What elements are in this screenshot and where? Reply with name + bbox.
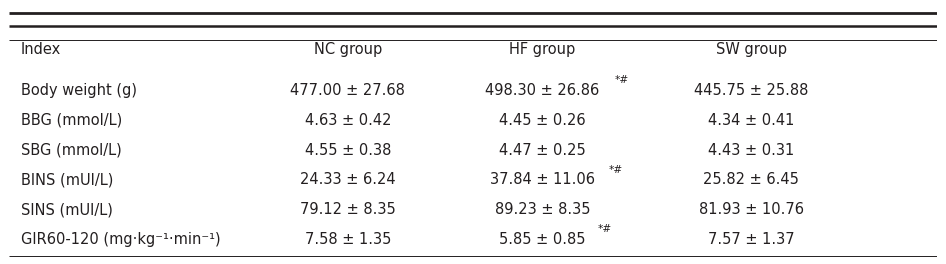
- Text: HF group: HF group: [509, 42, 576, 57]
- Text: GIR60-120 (mg·kg⁻¹·min⁻¹): GIR60-120 (mg·kg⁻¹·min⁻¹): [21, 232, 220, 247]
- Text: 81.93 ± 10.76: 81.93 ± 10.76: [699, 202, 803, 217]
- Text: 4.47 ± 0.25: 4.47 ± 0.25: [499, 143, 586, 158]
- Text: SW group: SW group: [715, 42, 787, 57]
- Text: 4.63 ± 0.42: 4.63 ± 0.42: [305, 113, 391, 128]
- Text: 4.34 ± 0.41: 4.34 ± 0.41: [708, 113, 795, 128]
- Text: 25.82 ± 6.45: 25.82 ± 6.45: [703, 172, 799, 187]
- Text: BINS (mUI/L): BINS (mUI/L): [21, 172, 113, 187]
- Text: SINS (mUI/L): SINS (mUI/L): [21, 202, 113, 217]
- Text: 4.43 ± 0.31: 4.43 ± 0.31: [708, 143, 795, 158]
- Text: 5.85 ± 0.85: 5.85 ± 0.85: [499, 232, 586, 247]
- Text: Index: Index: [21, 42, 61, 57]
- Text: 24.33 ± 6.24: 24.33 ± 6.24: [300, 172, 395, 187]
- Text: *#: *#: [615, 75, 629, 85]
- Text: 498.30 ± 26.86: 498.30 ± 26.86: [485, 83, 600, 98]
- Text: 37.84 ± 11.06: 37.84 ± 11.06: [490, 172, 595, 187]
- Text: 89.23 ± 8.35: 89.23 ± 8.35: [495, 202, 590, 217]
- Text: NC group: NC group: [314, 42, 382, 57]
- Text: 4.55 ± 0.38: 4.55 ± 0.38: [305, 143, 391, 158]
- Text: 7.57 ± 1.37: 7.57 ± 1.37: [708, 232, 795, 247]
- Text: 445.75 ± 25.88: 445.75 ± 25.88: [694, 83, 808, 98]
- Text: *#: *#: [597, 224, 611, 234]
- Text: 79.12 ± 8.35: 79.12 ± 8.35: [300, 202, 395, 217]
- Text: *#: *#: [609, 164, 623, 175]
- Text: 477.00 ± 27.68: 477.00 ± 27.68: [290, 83, 405, 98]
- Text: 4.45 ± 0.26: 4.45 ± 0.26: [499, 113, 586, 128]
- Text: SBG (mmol/L): SBG (mmol/L): [21, 143, 121, 158]
- Text: BBG (mmol/L): BBG (mmol/L): [21, 113, 122, 128]
- Text: 7.58 ± 1.35: 7.58 ± 1.35: [305, 232, 391, 247]
- Text: Body weight (g): Body weight (g): [21, 83, 136, 98]
